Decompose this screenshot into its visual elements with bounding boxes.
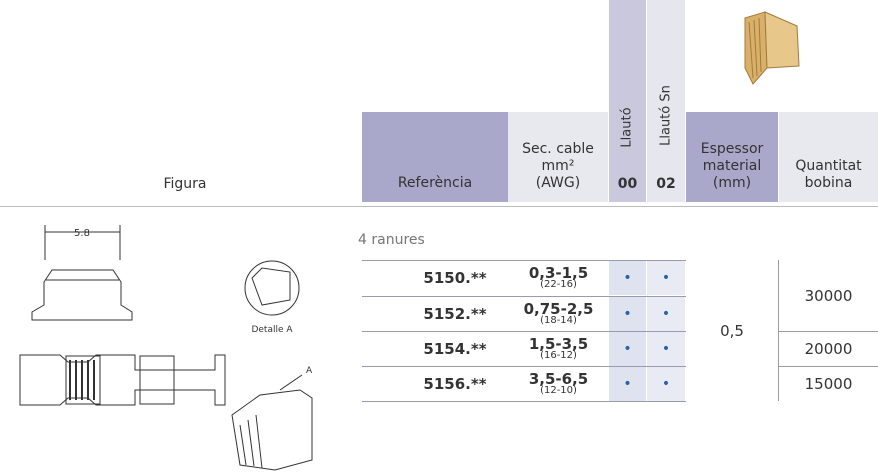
awg: (18-14) bbox=[540, 315, 577, 326]
section-cell: 0,3-1,5 (22-16) bbox=[508, 261, 609, 295]
reference: 5152.** bbox=[423, 305, 487, 323]
quantity: 15000 bbox=[779, 367, 878, 401]
section: 3,5-6,5 bbox=[528, 370, 589, 388]
header-figura: Figura bbox=[163, 176, 207, 192]
section: 0,75-2,5 bbox=[523, 300, 594, 318]
availability: • bbox=[623, 306, 632, 322]
llauto-sn-cell: • bbox=[647, 367, 685, 401]
llauto-cell: • bbox=[609, 297, 646, 331]
header-espessor: Espessor material (mm) bbox=[686, 112, 778, 202]
header-text: mm² bbox=[541, 158, 575, 174]
row-rule bbox=[362, 260, 686, 261]
header-code: 00 bbox=[617, 176, 638, 192]
row-rule bbox=[779, 331, 878, 332]
row-rule bbox=[362, 366, 686, 367]
row-rule bbox=[779, 366, 878, 367]
detail-label: Detalle A bbox=[251, 325, 293, 335]
llauto-cell: • bbox=[609, 261, 646, 295]
cell-text: 0,5 bbox=[720, 321, 744, 340]
row-rule bbox=[362, 331, 686, 332]
header-text: Quantitat bbox=[795, 158, 862, 174]
header-code: 02 bbox=[656, 176, 676, 192]
llauto-sn-cell: • bbox=[647, 261, 685, 295]
section: 1,5-3,5 bbox=[528, 335, 589, 353]
awg: (22-16) bbox=[540, 279, 577, 290]
header-text: material bbox=[702, 158, 762, 174]
row-rule bbox=[362, 296, 686, 297]
reference: 5154.** bbox=[423, 340, 487, 358]
cell-text: 15000 bbox=[804, 375, 853, 393]
header-text: Referència bbox=[397, 175, 473, 191]
llauto-sn-cell: • bbox=[647, 332, 685, 366]
llauto-cell: • bbox=[609, 332, 646, 366]
espessor-value: 0,5 bbox=[686, 260, 778, 401]
header-text: Llautó Sn bbox=[658, 85, 674, 146]
technical-drawing: 5.8 Detalle A A bbox=[19, 225, 313, 471]
section: 0,3-1,5 bbox=[528, 264, 589, 282]
ref-cell: 5154.** bbox=[362, 332, 508, 366]
header-quantitat: Quantitat bobina bbox=[779, 112, 878, 202]
header-text: (AWG) bbox=[535, 175, 581, 191]
cell-text: 20000 bbox=[804, 340, 853, 358]
quantity: 20000 bbox=[779, 332, 878, 366]
reference: 5156.** bbox=[423, 375, 487, 393]
header-text: bobina bbox=[804, 175, 853, 191]
llauto-cell: • bbox=[609, 367, 646, 401]
header-text: Sec. cable bbox=[522, 141, 594, 157]
section-label: 4 ranures bbox=[358, 232, 425, 248]
ref-cell: 5152.** bbox=[362, 297, 508, 331]
section-cell: 0,75-2,5 (18-14) bbox=[508, 297, 609, 331]
cell-text: 30000 bbox=[804, 286, 853, 305]
row-rule bbox=[362, 401, 686, 402]
dimension-label: 5.8 bbox=[74, 228, 90, 239]
ref-cell: 5150.** bbox=[362, 261, 508, 295]
availability: • bbox=[661, 376, 671, 392]
awg: (12-10) bbox=[540, 385, 577, 396]
section-cell: 1,5-3,5 (16-12) bbox=[508, 332, 609, 366]
availability: • bbox=[661, 341, 671, 357]
header-sec-cable: Sec. cable mm² (AWG) bbox=[508, 112, 608, 202]
divider bbox=[778, 260, 779, 401]
availability: • bbox=[661, 270, 671, 286]
ref-cell: 5156.** bbox=[362, 367, 508, 401]
header-text: Llautó bbox=[619, 107, 635, 148]
reference: 5150.** bbox=[423, 269, 487, 287]
availability: • bbox=[623, 376, 632, 392]
product-image bbox=[744, 11, 800, 85]
awg: (16-12) bbox=[540, 350, 577, 361]
header-llauto-sn: Llautó Sn 02 bbox=[647, 0, 685, 202]
header-text: Espessor bbox=[700, 141, 764, 157]
llauto-sn-cell: • bbox=[647, 297, 685, 331]
quantity: 30000 bbox=[779, 260, 878, 331]
availability: • bbox=[623, 270, 632, 286]
section-cell: 3,5-6,5 (12-10) bbox=[508, 367, 609, 401]
header-text: (mm) bbox=[712, 175, 752, 191]
availability: • bbox=[623, 341, 632, 357]
callout-label: A bbox=[306, 366, 313, 376]
availability: • bbox=[661, 306, 671, 322]
header-referencia: Referència bbox=[362, 112, 508, 202]
header-llauto: Llautó 00 bbox=[609, 0, 646, 202]
header-rule bbox=[0, 206, 878, 207]
